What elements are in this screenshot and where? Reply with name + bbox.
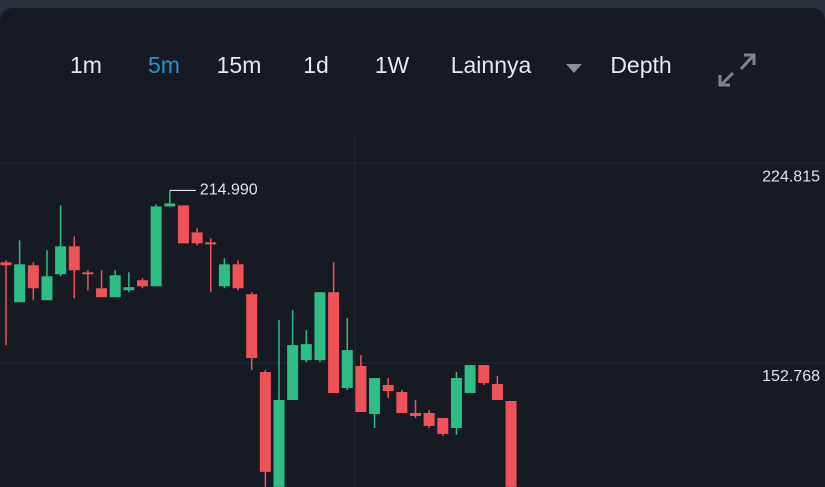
candle-body — [341, 350, 353, 389]
candle-body — [0, 262, 12, 266]
tab[interactable]: 15m — [217, 52, 262, 78]
candle-body — [205, 242, 217, 245]
candle-body — [96, 288, 108, 298]
tab[interactable]: Depth — [610, 52, 671, 78]
y-tick-label: 224.815 — [762, 168, 820, 185]
candle-body — [410, 412, 421, 416]
candle-body — [300, 344, 312, 361]
candle-body — [177, 205, 189, 244]
candle-body — [464, 365, 476, 394]
candle-body — [150, 206, 162, 287]
candle-body — [14, 264, 26, 303]
candle-body — [82, 272, 94, 275]
panel — [0, 8, 825, 487]
y-tick-label: 152.768 — [762, 368, 820, 385]
candle-body — [273, 399, 285, 487]
candle-body — [478, 365, 490, 384]
candle-body — [396, 392, 408, 413]
candle-body — [109, 275, 121, 298]
candle-body — [287, 345, 299, 400]
candle-body — [505, 400, 517, 487]
candle-body — [123, 287, 135, 291]
candle-body — [450, 378, 462, 428]
candle-body — [246, 294, 258, 359]
candle-body — [191, 232, 203, 244]
candle-body — [491, 384, 503, 400]
candle-body — [41, 276, 53, 301]
candle-body — [55, 246, 67, 275]
candle-body — [68, 246, 80, 271]
candle-body — [164, 203, 176, 207]
dropdown-caret[interactable] — [566, 64, 582, 73]
candle-body — [369, 378, 381, 414]
candle-body — [137, 280, 148, 287]
candle-body — [328, 292, 340, 394]
candle-body — [259, 372, 271, 472]
candle-body — [382, 385, 394, 392]
candle-body — [437, 417, 449, 434]
tab[interactable]: 1W — [375, 52, 410, 78]
tab[interactable]: 5m — [148, 52, 180, 78]
candle-body — [218, 264, 230, 287]
candle-body — [423, 412, 435, 426]
candle-body — [27, 265, 39, 289]
candle-body — [314, 292, 326, 361]
fullscreen-icon[interactable] — [718, 53, 756, 87]
tab[interactable]: 1d — [303, 52, 329, 78]
annotation-label: 214.990 — [200, 182, 258, 199]
candle-body — [355, 366, 367, 412]
tab[interactable]: 1m — [70, 52, 102, 78]
tab[interactable]: Lainnya — [451, 52, 532, 78]
candle-body — [232, 264, 244, 289]
